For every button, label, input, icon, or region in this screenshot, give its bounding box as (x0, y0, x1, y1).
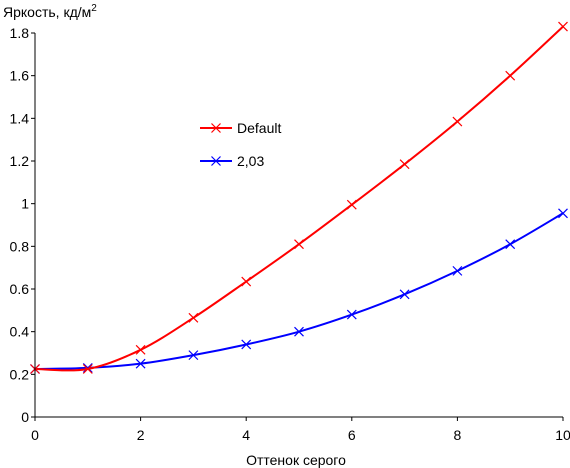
data-point-marker (294, 326, 304, 337)
marker-stroke (188, 350, 199, 361)
marker-stroke (82, 364, 93, 374)
marker-stroke (558, 21, 568, 32)
data-point-marker (241, 339, 252, 350)
series-1 (30, 208, 568, 374)
marker-stroke (294, 326, 304, 337)
data-point-marker (135, 344, 146, 355)
y-tick-label: 0 (21, 409, 29, 425)
data-point-marker (505, 239, 516, 250)
y-axis-title-sup: 2 (91, 3, 97, 14)
legend-item: 2,03 (200, 153, 264, 169)
y-tick-label: 1 (21, 196, 29, 212)
y-axis-title-main: Яркость, кд/м (3, 4, 91, 20)
legend-label: 2,03 (237, 153, 264, 169)
data-point-marker (135, 358, 146, 369)
series-line (34, 25, 564, 372)
data-point-marker (82, 363, 93, 373)
data-point-marker (188, 350, 199, 361)
marker-stroke (505, 239, 516, 250)
marker-stroke (399, 159, 410, 170)
data-point-marker (241, 276, 252, 287)
y-tick-label: 1.4 (10, 110, 30, 126)
x-tick-label: 0 (31, 427, 39, 443)
marker-stroke (399, 289, 410, 300)
marker-stroke (135, 344, 146, 355)
marker-stroke (82, 363, 93, 373)
y-tick-label: 1.8 (10, 25, 30, 41)
data-point-marker (82, 364, 93, 374)
data-point-marker (452, 265, 463, 276)
data-point-marker (399, 289, 410, 300)
y-tick-label: 1.2 (10, 153, 30, 169)
marker-stroke (558, 208, 568, 219)
marker-stroke (346, 309, 357, 320)
x-tick-label: 8 (454, 427, 462, 443)
marker-stroke (346, 199, 357, 210)
y-tick-label: 0.6 (10, 281, 30, 297)
data-point-marker (346, 309, 357, 320)
data-point-marker (558, 208, 568, 219)
y-tick-label: 0.2 (10, 366, 30, 382)
marker-stroke (452, 265, 463, 276)
marker-stroke (505, 70, 516, 81)
y-tick-label: 1.6 (10, 68, 30, 84)
marker-stroke (241, 339, 252, 350)
legend-marker-stroke (211, 123, 221, 133)
data-point-marker (452, 116, 463, 127)
marker-stroke (188, 312, 199, 323)
series-layer (30, 21, 568, 374)
axes (34, 33, 563, 418)
data-point-marker (558, 21, 568, 32)
data-point-marker (188, 312, 199, 323)
legend-item: Default (200, 120, 281, 136)
x-tick-label: 6 (348, 427, 356, 443)
series-line (34, 212, 564, 370)
y-axis-ticks: 0 0.2 0.4 0.6 0.8 1 1.2 1.4 1.6 1.8 (10, 25, 35, 425)
data-point-marker (399, 159, 410, 170)
x-axis-ticks: 0 2 4 6 8 10 (31, 417, 570, 443)
data-point-marker (505, 70, 516, 81)
marker-stroke (135, 358, 146, 369)
marker-stroke (241, 276, 252, 287)
legend-marker-stroke (211, 156, 221, 166)
legend-label: Default (237, 120, 281, 136)
marker-stroke (452, 116, 463, 127)
series-0 (30, 21, 568, 374)
x-tick-label: 10 (555, 427, 570, 443)
data-point-marker (294, 239, 304, 250)
data-point-marker (346, 199, 357, 210)
y-tick-label: 0.4 (10, 324, 30, 340)
x-tick-label: 2 (137, 427, 145, 443)
x-tick-label: 4 (242, 427, 250, 443)
y-tick-label: 0.8 (10, 238, 30, 254)
y-axis-title: Яркость, кд/м2 (3, 3, 97, 20)
legend: Default 2,03 (200, 120, 281, 169)
x-axis-title: Оттенок серого (246, 452, 346, 468)
marker-stroke (294, 239, 304, 250)
